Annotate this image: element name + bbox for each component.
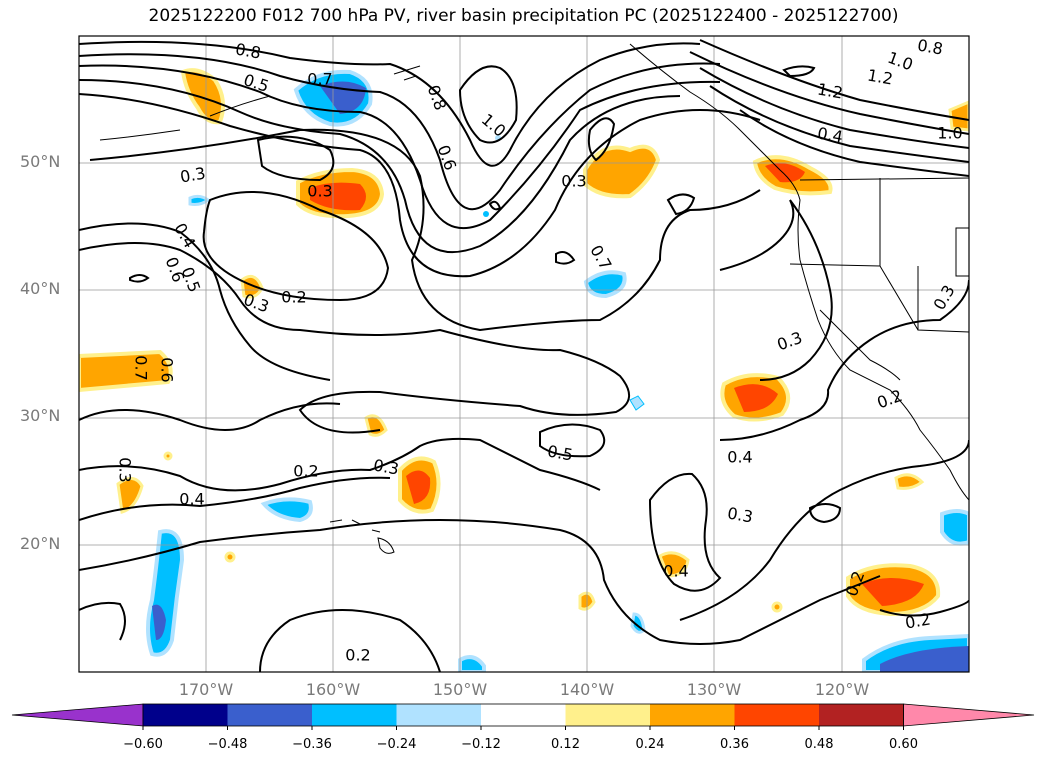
coastlines — [99, 43, 969, 554]
colorbar-tick-label: 0.36 — [720, 737, 749, 752]
colorbar-tick-label: −0.36 — [292, 737, 332, 752]
contour-label: 0.2 — [281, 288, 306, 307]
contour-label: 0.4 — [663, 562, 688, 581]
contour-label: 0.8 — [916, 35, 944, 58]
lat-label-20n: 20°N — [20, 534, 61, 553]
colorbar-tick-label: 0.12 — [551, 737, 580, 752]
contour-label: 0.3 — [179, 163, 207, 186]
contour-label: 0.3 — [561, 172, 586, 191]
colorbar-segment — [819, 704, 904, 726]
lat-label-40n: 40°N — [20, 279, 61, 298]
contour-label: 0.3 — [372, 455, 400, 478]
lon-label-140w: 140°W — [559, 680, 615, 699]
colorbar-tick-label: −0.12 — [461, 737, 501, 752]
map-title: 2025122200 F012 700 hPa PV, river basin … — [148, 6, 899, 26]
colorbar-segment — [565, 704, 651, 726]
lon-label-160w: 160°W — [305, 680, 361, 699]
lon-label-120w: 120°W — [814, 680, 870, 699]
contour-label: 0.2 — [293, 462, 318, 481]
colorbar-segment — [312, 704, 397, 726]
contour-label: 0.3 — [116, 457, 135, 482]
lat-label-50n: 50°N — [20, 152, 61, 171]
lon-label-150w: 150°W — [432, 680, 488, 699]
colorbar-tick-label: 0.60 — [889, 737, 918, 752]
contour-label: 0.3 — [307, 182, 332, 201]
colorbar-segment — [227, 704, 313, 726]
contour-label: 1.0 — [937, 124, 962, 143]
colorbar-tick-label: −0.60 — [123, 737, 163, 752]
contour-label: 0.3 — [726, 503, 754, 526]
colorbar-extend-max — [903, 703, 1035, 727]
colorbar-segment — [143, 704, 228, 726]
colorbar-segment — [396, 704, 482, 726]
colorbar-segment — [481, 704, 566, 726]
graticule — [79, 36, 969, 672]
colorbar-tick-label: 0.48 — [804, 737, 834, 752]
contour-label: 0.2 — [904, 609, 932, 632]
contour-label: 0.2 — [345, 646, 370, 665]
contour-label: 0.6 — [158, 357, 177, 382]
lon-label-170w: 170°W — [178, 680, 234, 699]
contour-label: 0.8 — [234, 39, 262, 62]
colorbar-segment — [650, 704, 735, 726]
contour-label: 0.4 — [179, 490, 204, 509]
contour-label: 0.7 — [132, 355, 151, 380]
colorbar-extend-min — [11, 703, 144, 727]
contour-label: 0.5 — [546, 441, 574, 464]
colorbar-frame — [142, 703, 904, 727]
contour-label: 0.7 — [307, 70, 332, 89]
colorbar-tick-label: −0.24 — [376, 737, 417, 752]
colorbar-tick-label: 0.24 — [635, 737, 665, 752]
colorbar-segment — [734, 704, 820, 726]
map-frame — [78, 35, 970, 673]
lat-label-30n: 30°N — [20, 406, 61, 425]
contour-label: 0.4 — [816, 123, 844, 146]
pv-contours — [79, 39, 969, 672]
contour-label: 0.4 — [727, 448, 752, 467]
colorbar-tick-label: −0.48 — [207, 737, 248, 752]
contour-label: 1.2 — [816, 79, 844, 102]
map-plot-area — [79, 36, 969, 672]
colorbar — [11, 703, 1035, 730]
contour-label: 1.2 — [866, 65, 894, 88]
lon-label-130w: 130°W — [686, 680, 742, 699]
